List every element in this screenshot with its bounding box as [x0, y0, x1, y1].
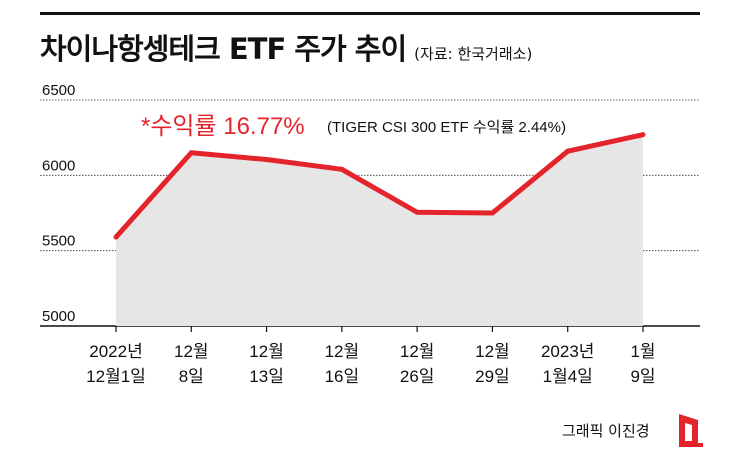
x-tick-label: 16일	[325, 367, 360, 386]
x-tick-label: 1월4일	[543, 367, 593, 386]
data-point-4	[339, 166, 345, 172]
y-axis-ticks: 5000 5500 6000 6500	[42, 82, 75, 325]
y-tick-label: 5000	[42, 308, 75, 325]
return-annotation: *수익률 16.77%	[141, 113, 305, 140]
x-tick-label: 12월	[325, 342, 360, 361]
comparison-annotation: (TIGER CSI 300 ETF 수익률 2.44%)	[327, 119, 566, 136]
x-tick-label: 1월	[630, 342, 655, 361]
data-point-8	[640, 132, 646, 138]
data-point-1	[113, 234, 119, 240]
title-text: 차이나항셍테크 ETF 주가 추이	[40, 32, 407, 66]
x-tick-label: 26일	[400, 367, 435, 386]
x-tick-label: 12월	[475, 342, 510, 361]
chart-title: 차이나항셍테크 ETF 주가 추이 (자료: 한국거래소)	[40, 26, 532, 68]
price-line	[114, 132, 644, 239]
data-point-6	[489, 210, 495, 216]
y-tick-label: 6000	[42, 157, 75, 174]
x-tick-label: 12월	[400, 342, 435, 361]
y-tick-label: 6500	[42, 82, 75, 99]
data-point-2	[188, 150, 194, 156]
x-tick-label: 12월1일	[86, 367, 146, 386]
x-tick-label: 8일	[179, 367, 204, 386]
data-point-5	[414, 209, 420, 215]
x-tick-label: 13일	[249, 367, 284, 386]
x-tick-label: 12월	[249, 342, 284, 361]
x-tick-label: 2023년	[541, 342, 594, 361]
source-note: (자료: 한국거래소)	[414, 45, 533, 63]
graphic-credit: 그래픽 이진경	[562, 422, 650, 440]
price-area	[116, 134, 643, 326]
data-point-7	[565, 148, 571, 154]
data-points	[113, 132, 646, 240]
data-point-3	[264, 157, 270, 163]
brand-logo-icon	[679, 414, 703, 447]
x-axis-ticks: 2022년 12월1일 12월 8일 12월 13일 12월 16일 12월 26일 12월 29일 2…	[86, 326, 656, 386]
x-tick-label: 29일	[475, 367, 510, 386]
top-rule	[40, 12, 700, 15]
y-tick-label: 5500	[42, 233, 75, 250]
x-tick-label: 2022년	[89, 342, 142, 361]
x-tick-label: 9일	[630, 367, 655, 386]
x-tick-label: 12월	[174, 342, 209, 361]
